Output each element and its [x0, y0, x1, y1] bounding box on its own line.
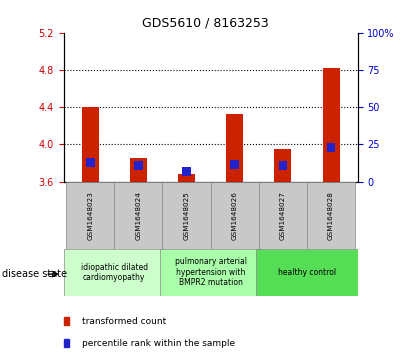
Text: GSM1648025: GSM1648025 — [184, 191, 189, 240]
Bar — [275, 149, 291, 182]
Bar — [134, 161, 143, 170]
Bar — [178, 174, 195, 182]
Bar — [226, 114, 243, 182]
Bar — [64, 317, 69, 325]
Bar — [327, 143, 335, 152]
Bar — [64, 249, 165, 296]
Text: percentile rank within the sample: percentile rank within the sample — [82, 339, 236, 347]
Bar — [323, 68, 339, 182]
Bar — [66, 182, 114, 249]
Bar — [162, 182, 211, 249]
Bar — [86, 158, 95, 167]
Bar — [160, 249, 261, 296]
Bar — [64, 339, 69, 347]
Bar — [279, 161, 287, 170]
Bar — [211, 182, 259, 249]
Bar — [256, 249, 358, 296]
Text: healthy control: healthy control — [278, 268, 336, 277]
Text: transformed count: transformed count — [82, 317, 166, 326]
Bar — [307, 182, 355, 249]
Text: idiopathic dilated
cardiomyopathy: idiopathic dilated cardiomyopathy — [81, 262, 148, 282]
Bar — [231, 160, 239, 169]
Text: GSM1648027: GSM1648027 — [280, 191, 286, 240]
Bar — [259, 182, 307, 249]
Text: GSM1648026: GSM1648026 — [232, 191, 238, 240]
Bar — [82, 107, 99, 182]
Text: GDS5610 / 8163253: GDS5610 / 8163253 — [142, 16, 269, 29]
Text: GSM1648024: GSM1648024 — [135, 191, 141, 240]
Text: GSM1648023: GSM1648023 — [87, 191, 93, 240]
Text: GSM1648028: GSM1648028 — [328, 191, 334, 240]
Text: disease state: disease state — [2, 269, 67, 279]
Bar — [182, 167, 191, 176]
Bar — [130, 158, 147, 182]
Text: pulmonary arterial
hypertension with
BMPR2 mutation: pulmonary arterial hypertension with BMP… — [175, 257, 247, 287]
Bar — [114, 182, 162, 249]
